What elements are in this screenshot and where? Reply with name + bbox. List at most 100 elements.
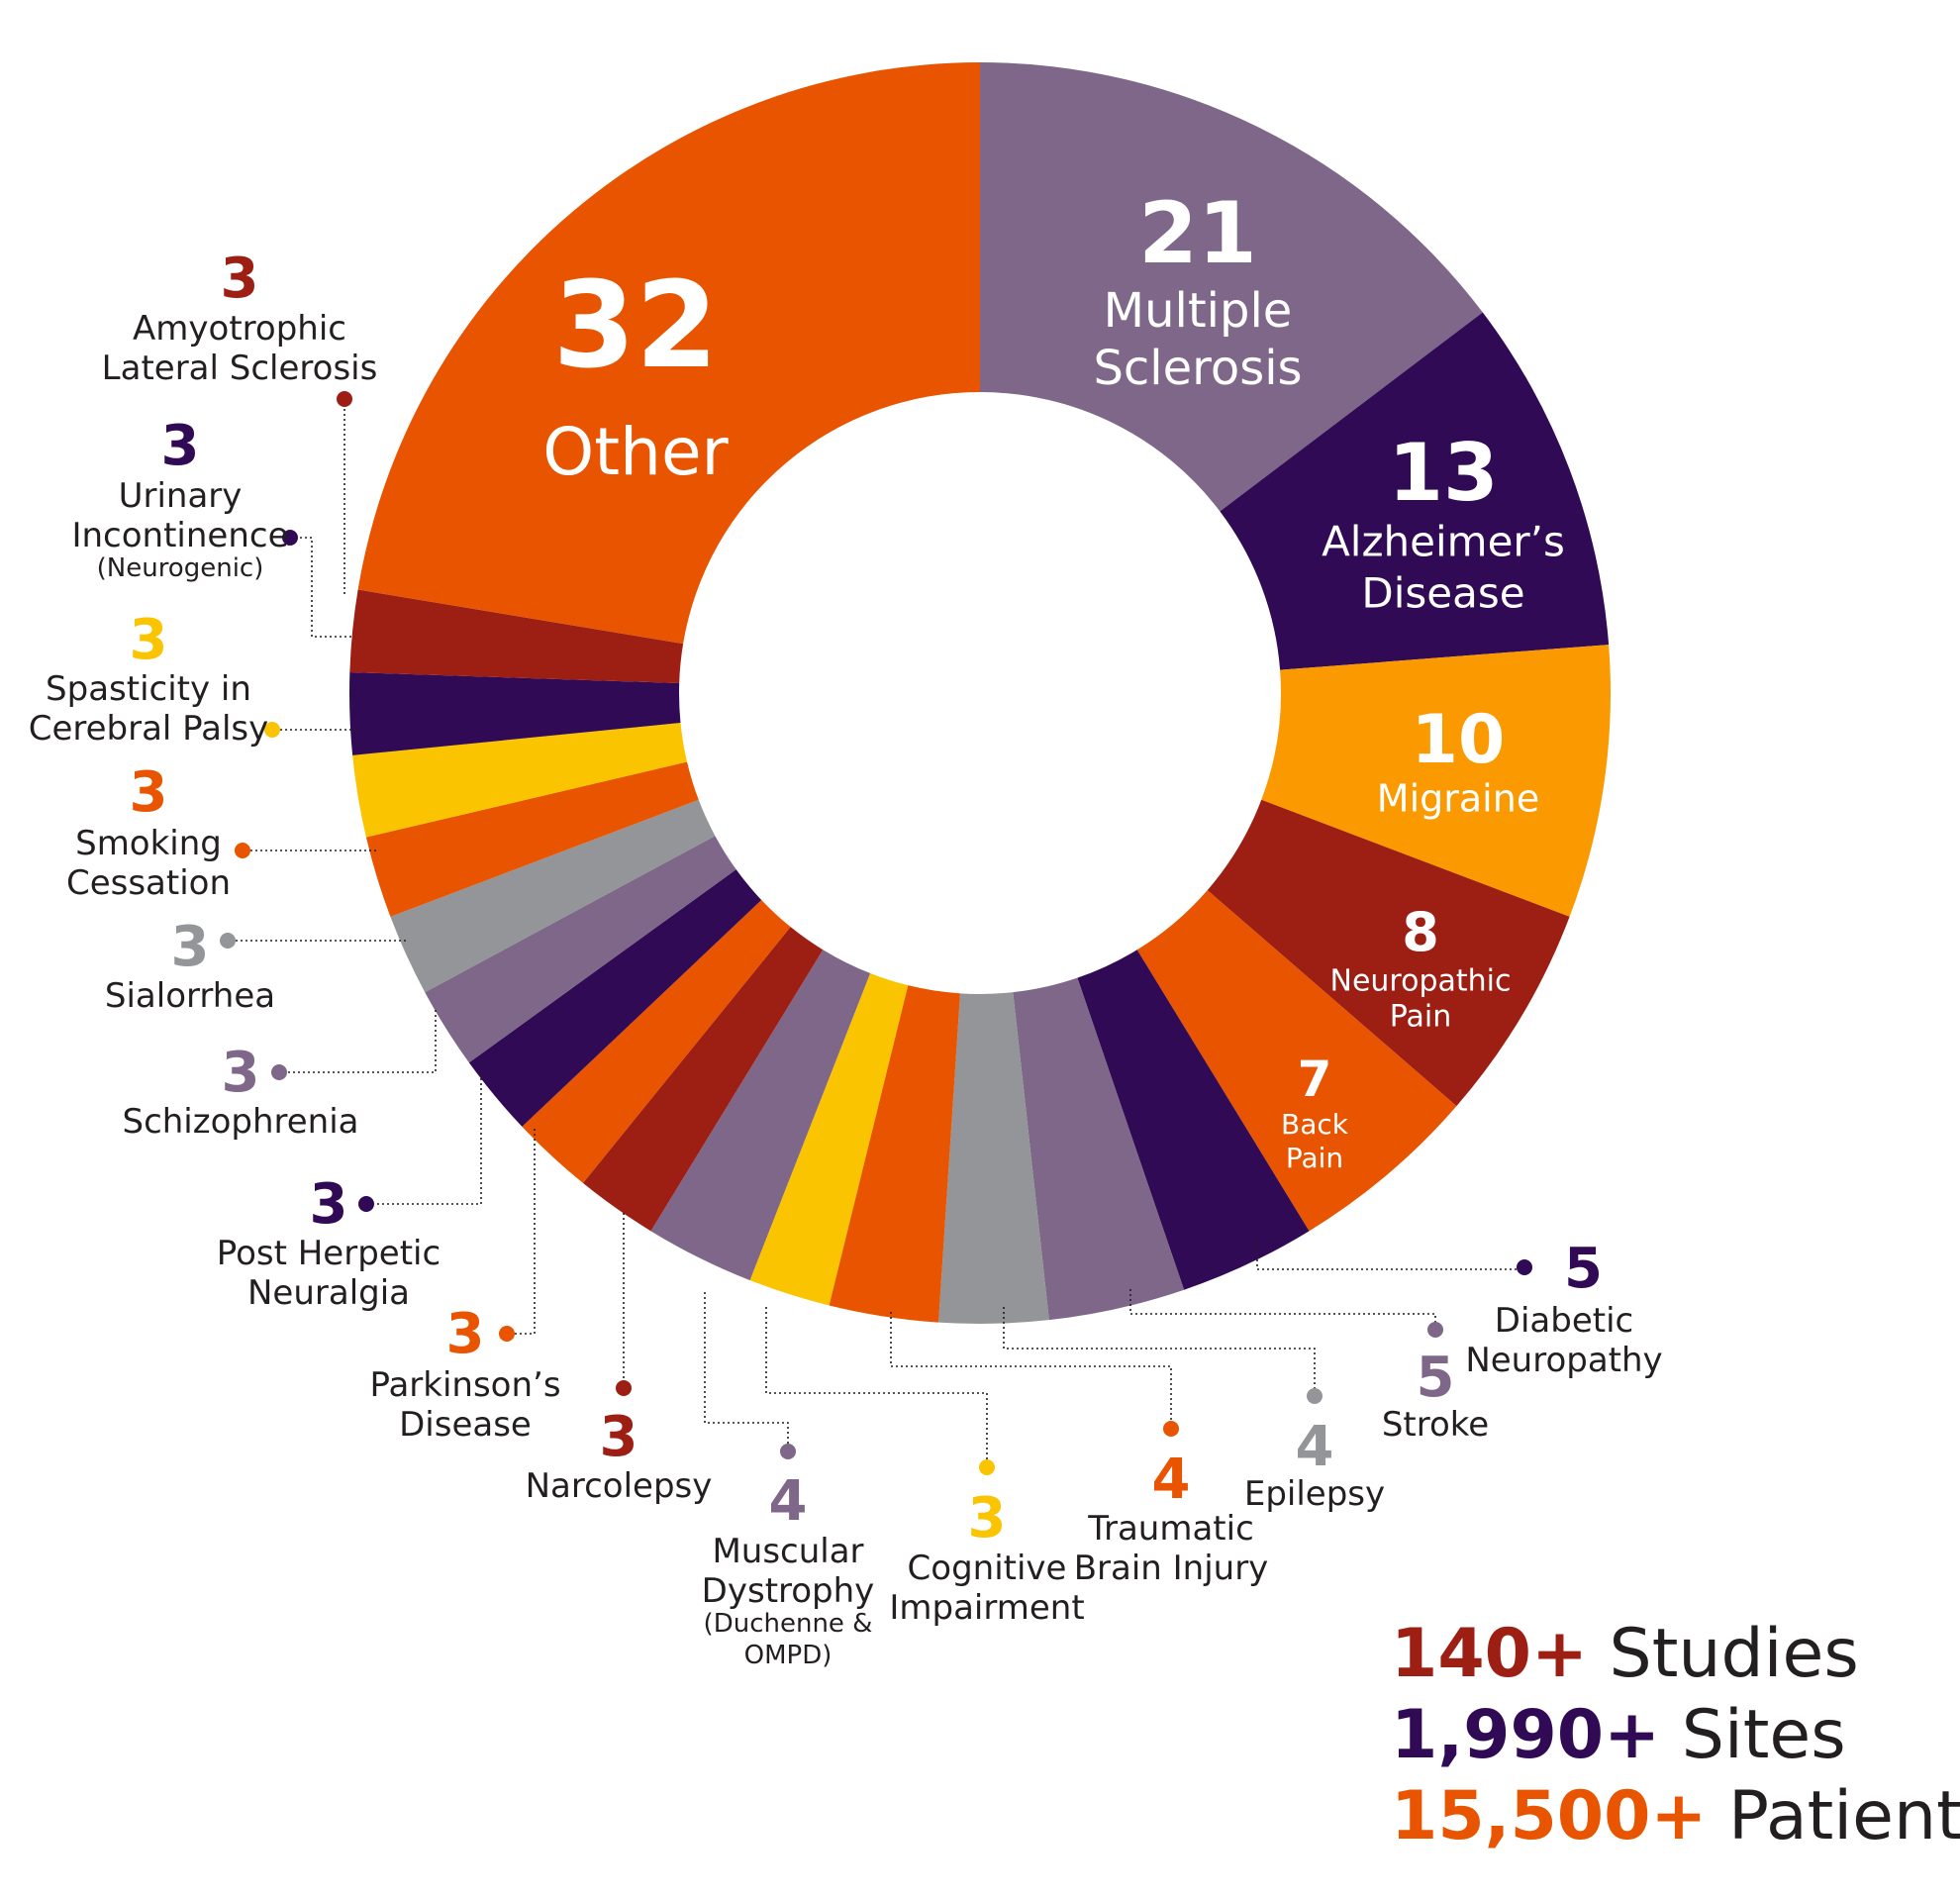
label-urinary-incontinence-neurogenic-1: Urinary bbox=[119, 476, 243, 516]
study-stats: 140+ Studies 1,990+ Sites 15,500+ Patien… bbox=[1391, 1614, 1960, 1857]
slice-label-alzheimer-s-disease-2: Disease bbox=[1361, 569, 1524, 618]
label-cognitive-impairment-1: Cognitive bbox=[908, 1549, 1067, 1588]
slice-label-neuropathic-pain-1: Neuropathic bbox=[1330, 964, 1512, 999]
value-epilepsy: 4 bbox=[1296, 1415, 1334, 1479]
label-spasticity-in-cerebral-palsy-2: Cerebral Palsy bbox=[29, 709, 269, 749]
slice-muscular-dystrophy-duchenne-ompd bbox=[650, 950, 871, 1281]
slice-value-other: 32 bbox=[553, 257, 719, 395]
label-schizophrenia: Schizophrenia bbox=[122, 1102, 358, 1142]
leader-lines bbox=[220, 391, 1532, 1475]
slice-urinary-incontinence-neurogenic bbox=[349, 672, 681, 755]
slice-multiple-sclerosis bbox=[980, 62, 1483, 512]
label-amyotrophic-lateral-sclerosis-2: Lateral Sclerosis bbox=[102, 349, 378, 388]
slice-narcolepsy bbox=[582, 927, 824, 1232]
leader-dot-urinary-incontinence-neurogenic bbox=[282, 530, 298, 546]
slice-label-alzheimer-s-disease-1: Alzheimer’s bbox=[1322, 518, 1565, 566]
label-traumatic-brain-injury-1: Traumatic bbox=[1087, 1509, 1254, 1549]
slice-label-back-pain-1: Back bbox=[1281, 1108, 1349, 1141]
stat-patients-value: 15,500+ bbox=[1391, 1777, 1708, 1855]
label-narcolepsy: Narcolepsy bbox=[526, 1466, 713, 1506]
leader-traumatic-brain-injury bbox=[890, 1312, 1172, 1429]
slice-label-migraine: Migraine bbox=[1377, 776, 1539, 820]
slice-value-migraine: 10 bbox=[1412, 701, 1506, 779]
value-smoking-cessation: 3 bbox=[130, 760, 168, 825]
value-amyotrophic-lateral-sclerosis: 3 bbox=[221, 247, 259, 311]
stat-patients-label: Patients bbox=[1728, 1777, 1960, 1855]
leader-dot-sialorrhea bbox=[220, 933, 236, 949]
slice-label-neuropathic-pain-2: Pain bbox=[1390, 1000, 1451, 1035]
stat-sites-value: 1,990+ bbox=[1391, 1696, 1661, 1774]
label-urinary-incontinence-neurogenic-2: Incontinence bbox=[71, 516, 288, 555]
leader-schizophrenia bbox=[279, 1010, 437, 1073]
label-parkinson-s-disease-1: Parkinson’s bbox=[369, 1365, 560, 1405]
label-stroke: Stroke bbox=[1382, 1405, 1489, 1445]
donut-slices bbox=[349, 62, 1611, 1324]
stat-studies: 140+ Studies bbox=[1391, 1614, 1960, 1695]
slice-value-multiple-sclerosis: 21 bbox=[1138, 184, 1257, 283]
label-traumatic-brain-injury-2: Brain Injury bbox=[1074, 1549, 1269, 1588]
value-narcolepsy: 3 bbox=[600, 1405, 638, 1469]
label-post-herpetic-neuralgia-1: Post Herpetic bbox=[217, 1234, 441, 1273]
slice-label-multiple-sclerosis-2: Sclerosis bbox=[1093, 341, 1302, 396]
sublabel-muscular-dystrophy-duchenne-ompd-2: OMPD) bbox=[744, 1641, 833, 1670]
slice-label-other: Other bbox=[542, 414, 729, 490]
leader-dot-diabetic-neuropathy bbox=[1517, 1259, 1532, 1275]
slice-smoking-cessation bbox=[365, 761, 699, 917]
slice-amyotrophic-lateral-sclerosis bbox=[349, 589, 684, 683]
leader-post-herpetic-neuralgia bbox=[366, 1073, 482, 1205]
leader-cognitive-impairment bbox=[765, 1307, 988, 1467]
leader-dot-schizophrenia bbox=[271, 1064, 287, 1080]
stat-sites-label: Sites bbox=[1660, 1696, 1846, 1774]
slice-sialorrhea bbox=[390, 799, 716, 993]
leader-muscular-dystrophy-duchenne-ompd bbox=[704, 1292, 789, 1451]
leader-epilepsy bbox=[1003, 1307, 1316, 1396]
leader-dot-amyotrophic-lateral-sclerosis bbox=[337, 391, 352, 407]
label-spasticity-in-cerebral-palsy-1: Spasticity in bbox=[46, 669, 251, 709]
value-sialorrhea: 3 bbox=[171, 915, 210, 979]
slice-other bbox=[357, 62, 981, 645]
leader-dot-muscular-dystrophy-duchenne-ompd bbox=[780, 1444, 796, 1459]
label-epilepsy: Epilepsy bbox=[1244, 1474, 1385, 1514]
label-smoking-cessation-1: Smoking bbox=[75, 824, 222, 863]
slice-label-multiple-sclerosis-1: Multiple bbox=[1104, 283, 1293, 339]
slice-parkinson-s-disease bbox=[522, 899, 791, 1183]
value-cognitive-impairment: 3 bbox=[968, 1486, 1007, 1551]
slice-migraine bbox=[1261, 645, 1611, 917]
leader-stroke bbox=[1129, 1289, 1436, 1330]
slice-epilepsy bbox=[938, 992, 1049, 1324]
label-parkinson-s-disease-2: Disease bbox=[399, 1405, 532, 1445]
slice-value-alzheimer-s-disease: 13 bbox=[1388, 427, 1498, 519]
leader-dot-narcolepsy bbox=[616, 1380, 632, 1396]
slice-diabetic-neuropathy bbox=[1077, 950, 1310, 1290]
label-smoking-cessation-2: Cessation bbox=[66, 863, 231, 903]
leader-dot-traumatic-brain-injury bbox=[1163, 1421, 1179, 1437]
sublabel-muscular-dystrophy-duchenne-ompd-1: (Duchenne & bbox=[704, 1609, 873, 1639]
value-urinary-incontinence-neurogenic: 3 bbox=[161, 414, 200, 478]
value-traumatic-brain-injury: 4 bbox=[1152, 1448, 1191, 1512]
slice-post-herpetic-neuralgia bbox=[468, 869, 762, 1127]
stat-studies-value: 140+ bbox=[1391, 1615, 1588, 1693]
slice-alzheimer-s-disease bbox=[1220, 312, 1610, 670]
stat-patients: 15,500+ Patients bbox=[1391, 1776, 1960, 1857]
slice-cognitive-impairment bbox=[749, 973, 909, 1306]
label-muscular-dystrophy-duchenne-ompd-1: Muscular bbox=[712, 1532, 863, 1571]
leader-dot-smoking-cessation bbox=[235, 843, 250, 858]
slice-neuropathic-pain bbox=[1207, 799, 1570, 1107]
leader-parkinson-s-disease bbox=[507, 1129, 536, 1335]
value-diabetic-neuropathy: 5 bbox=[1564, 1237, 1603, 1301]
leader-dot-epilepsy bbox=[1307, 1388, 1323, 1404]
leader-dot-parkinson-s-disease bbox=[499, 1326, 515, 1342]
leader-dot-cognitive-impairment bbox=[979, 1459, 995, 1475]
stat-studies-label: Studies bbox=[1587, 1615, 1859, 1693]
slice-labels: 21MultipleSclerosis13Alzheimer’sDisease1… bbox=[29, 184, 1663, 1670]
slice-label-back-pain-2: Pain bbox=[1286, 1142, 1343, 1174]
leader-dot-spasticity-in-cerebral-palsy bbox=[264, 722, 280, 738]
leader-dot-post-herpetic-neuralgia bbox=[358, 1196, 374, 1212]
leader-urinary-incontinence-neurogenic bbox=[290, 537, 351, 638]
value-post-herpetic-neuralgia: 3 bbox=[310, 1172, 348, 1237]
value-schizophrenia: 3 bbox=[222, 1041, 260, 1105]
stat-sites: 1,990+ Sites bbox=[1391, 1695, 1960, 1776]
label-diabetic-neuropathy-1: Diabetic bbox=[1495, 1301, 1633, 1341]
label-sialorrhea: Sialorrhea bbox=[105, 976, 275, 1016]
